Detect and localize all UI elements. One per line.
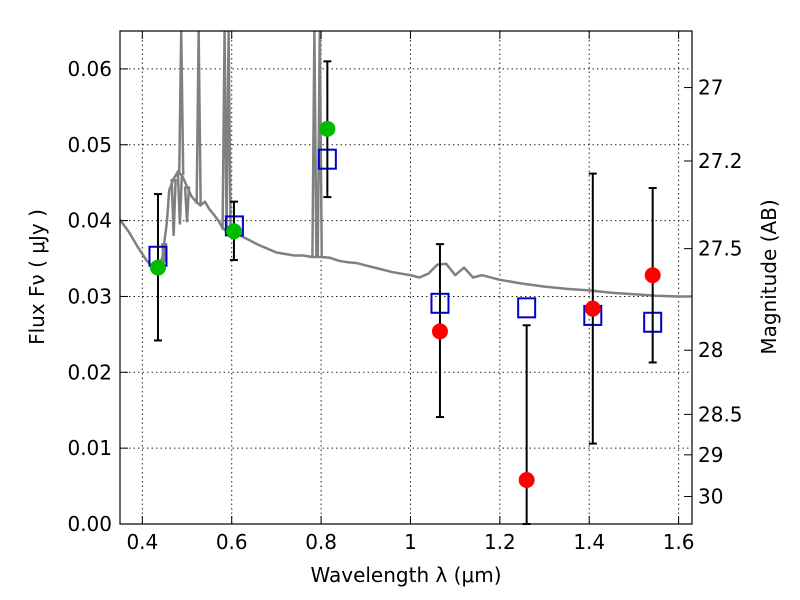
y2-tick-label: 27 [698, 76, 723, 100]
model-emission-line [311, 30, 318, 258]
data-point [644, 267, 661, 284]
x-tick-label: 1 [404, 530, 417, 554]
model-emission-line [176, 173, 184, 225]
y-tick-label: 0.02 [67, 360, 112, 384]
y-tick-label: 0.03 [67, 284, 112, 308]
model-emission-line [316, 30, 324, 258]
axis-ticks: 0.4 0.6 0.8 1 1.2 1.4 1.6 0.00 0.01 0.02 0.03 0.04 0… [67, 31, 743, 554]
x-tick-label: 1.4 [573, 530, 605, 554]
y-tick-label: 0.05 [67, 133, 112, 157]
y2-tick-label: 28.5 [698, 402, 743, 426]
model-emission-line [177, 30, 185, 176]
y-axis-label: Flux Fν ( μJy ) [25, 209, 49, 345]
grid-lines [120, 31, 692, 525]
y-tick-label: 0.01 [67, 436, 112, 460]
plot-frame [119, 30, 693, 525]
y2-tick-label: 29 [698, 443, 723, 467]
y-tick-label: 0.04 [67, 209, 112, 233]
model-emission-line [170, 178, 177, 236]
model-spectrum-line [118, 170, 692, 298]
x-axis-label: Wavelength λ (μm) [310, 563, 501, 587]
data-point [225, 223, 242, 240]
y2-tick-label: 27.5 [698, 237, 743, 261]
data-point [149, 259, 166, 276]
data-point [584, 300, 601, 317]
model-photometry-square [517, 297, 537, 319]
y2-axis-label: Magnitude (AB) [757, 199, 781, 354]
x-tick-label: 1.2 [484, 530, 516, 554]
y2-tick-label: 27.2 [698, 149, 743, 173]
data-points [148, 60, 663, 525]
x-tick-label: 0.4 [126, 530, 158, 554]
x-tick-label: 1.6 [663, 530, 695, 554]
x-tick-label: 0.8 [305, 530, 337, 554]
y2-tick-label: 30 [698, 484, 723, 508]
model-emission-line [195, 30, 202, 204]
data-point [518, 472, 535, 489]
y-tick-label: 0.00 [67, 512, 112, 536]
model-spectrum [118, 30, 692, 298]
data-point [319, 120, 336, 137]
model-emission-line [183, 186, 191, 223]
y2-tick-label: 28 [698, 338, 723, 362]
y-tick-label: 0.06 [67, 57, 112, 81]
data-point [431, 323, 448, 340]
x-tick-label: 0.6 [216, 530, 248, 554]
